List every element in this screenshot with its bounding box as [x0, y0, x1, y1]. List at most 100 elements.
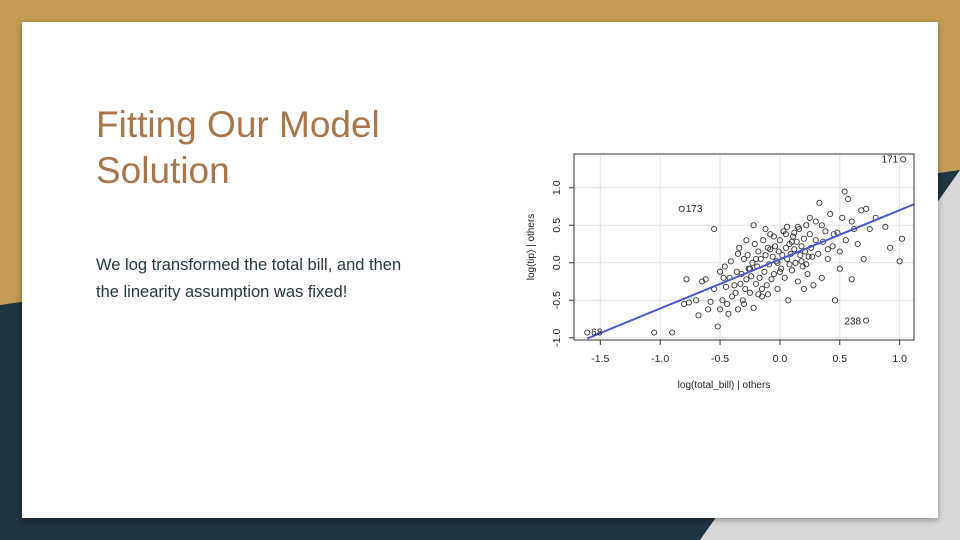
data-point [740, 255, 748, 263]
data-point [721, 263, 728, 270]
data-point [812, 237, 819, 244]
data-point [717, 268, 724, 275]
y-tick-label: -0.5 [551, 291, 563, 309]
data-point [728, 293, 736, 300]
data-point [848, 276, 855, 283]
data-point [827, 210, 834, 218]
data-point [743, 276, 750, 283]
chart-points [651, 188, 906, 336]
data-point [803, 261, 810, 268]
data-point [731, 282, 738, 289]
slide-title-line-1: Fitting Our Model [96, 104, 380, 145]
data-point [734, 250, 742, 257]
y-tick-label: 0.5 [551, 218, 563, 233]
x-axis-ticks: -1.5 -1.0 -0.5 0.0 0.5 1.0 [591, 340, 907, 365]
data-point [702, 276, 709, 283]
data-point [717, 306, 724, 313]
data-point [791, 229, 798, 236]
data-point [755, 291, 762, 298]
data-point [896, 258, 903, 265]
x-tick-label: -1.5 [591, 353, 609, 365]
data-point [707, 298, 714, 305]
chart-point-labels: 171 173 68 238 [584, 154, 907, 339]
x-tick-label: 0.0 [773, 353, 788, 365]
data-point [746, 289, 754, 296]
point-label: 68 [591, 328, 603, 339]
data-point [755, 248, 762, 255]
data-point [794, 223, 801, 230]
data-point [669, 329, 676, 336]
data-point [882, 223, 889, 230]
data-point [792, 259, 799, 266]
y-axis-label: log(tip) | others [526, 214, 537, 281]
chart-fit-line-group [586, 203, 915, 340]
data-point [804, 270, 811, 278]
data-point [822, 228, 829, 235]
labeled-data-point [584, 329, 591, 336]
data-point [761, 268, 768, 275]
data-point [762, 225, 769, 233]
data-point [693, 297, 700, 304]
data-point [768, 276, 775, 283]
labeled-data-point [678, 205, 685, 212]
data-point [824, 246, 831, 253]
data-point [734, 306, 742, 313]
data-point [705, 306, 712, 313]
data-point [727, 258, 734, 265]
data-point [720, 274, 727, 281]
data-point [860, 255, 867, 263]
data-point [836, 265, 843, 272]
y-tick-label: -1.0 [551, 329, 563, 347]
data-point [767, 246, 774, 253]
data-point [829, 243, 836, 250]
x-axis-label: log(total_bill) | others [678, 380, 771, 391]
data-point [774, 285, 781, 293]
data-point [714, 323, 721, 330]
data-point [798, 243, 805, 250]
data-point [831, 297, 839, 304]
data-point [800, 235, 807, 242]
data-point [784, 223, 791, 230]
data-point [841, 188, 848, 195]
labeled-data-point [863, 317, 870, 324]
data-point [785, 297, 792, 304]
data-point [788, 267, 795, 274]
data-point [776, 237, 783, 244]
data-point [887, 244, 894, 251]
data-point [733, 268, 740, 275]
data-point [742, 285, 749, 293]
data-point [839, 214, 846, 221]
data-point [794, 278, 801, 285]
slide-body-text: We log transformed the total bill, and t… [96, 252, 456, 306]
data-point [764, 291, 771, 298]
data-point [737, 280, 744, 287]
data-point [724, 300, 731, 308]
data-point [770, 270, 777, 278]
data-point [748, 273, 755, 280]
data-point [791, 246, 798, 253]
data-point [824, 255, 831, 263]
slide-title: Fitting Our Model Solution [96, 102, 456, 194]
x-tick-label: 1.0 [892, 353, 907, 365]
data-point [743, 237, 750, 244]
data-point [800, 285, 807, 293]
data-point [750, 222, 757, 229]
data-point [816, 199, 823, 206]
data-point [725, 310, 732, 317]
data-point [842, 237, 849, 244]
data-point [836, 248, 843, 255]
data-point [866, 225, 873, 233]
data-point [797, 252, 804, 259]
data-point [744, 252, 751, 259]
data-point [845, 195, 852, 203]
plot-frame [573, 153, 915, 341]
slide-title-line-2: Solution [96, 150, 230, 191]
data-point [762, 252, 769, 259]
data-point [758, 285, 766, 293]
point-label: 238 [844, 317, 861, 328]
data-point [898, 235, 906, 242]
data-point [749, 259, 756, 266]
data-point [651, 329, 658, 336]
data-point [854, 240, 861, 248]
data-point [798, 258, 805, 265]
